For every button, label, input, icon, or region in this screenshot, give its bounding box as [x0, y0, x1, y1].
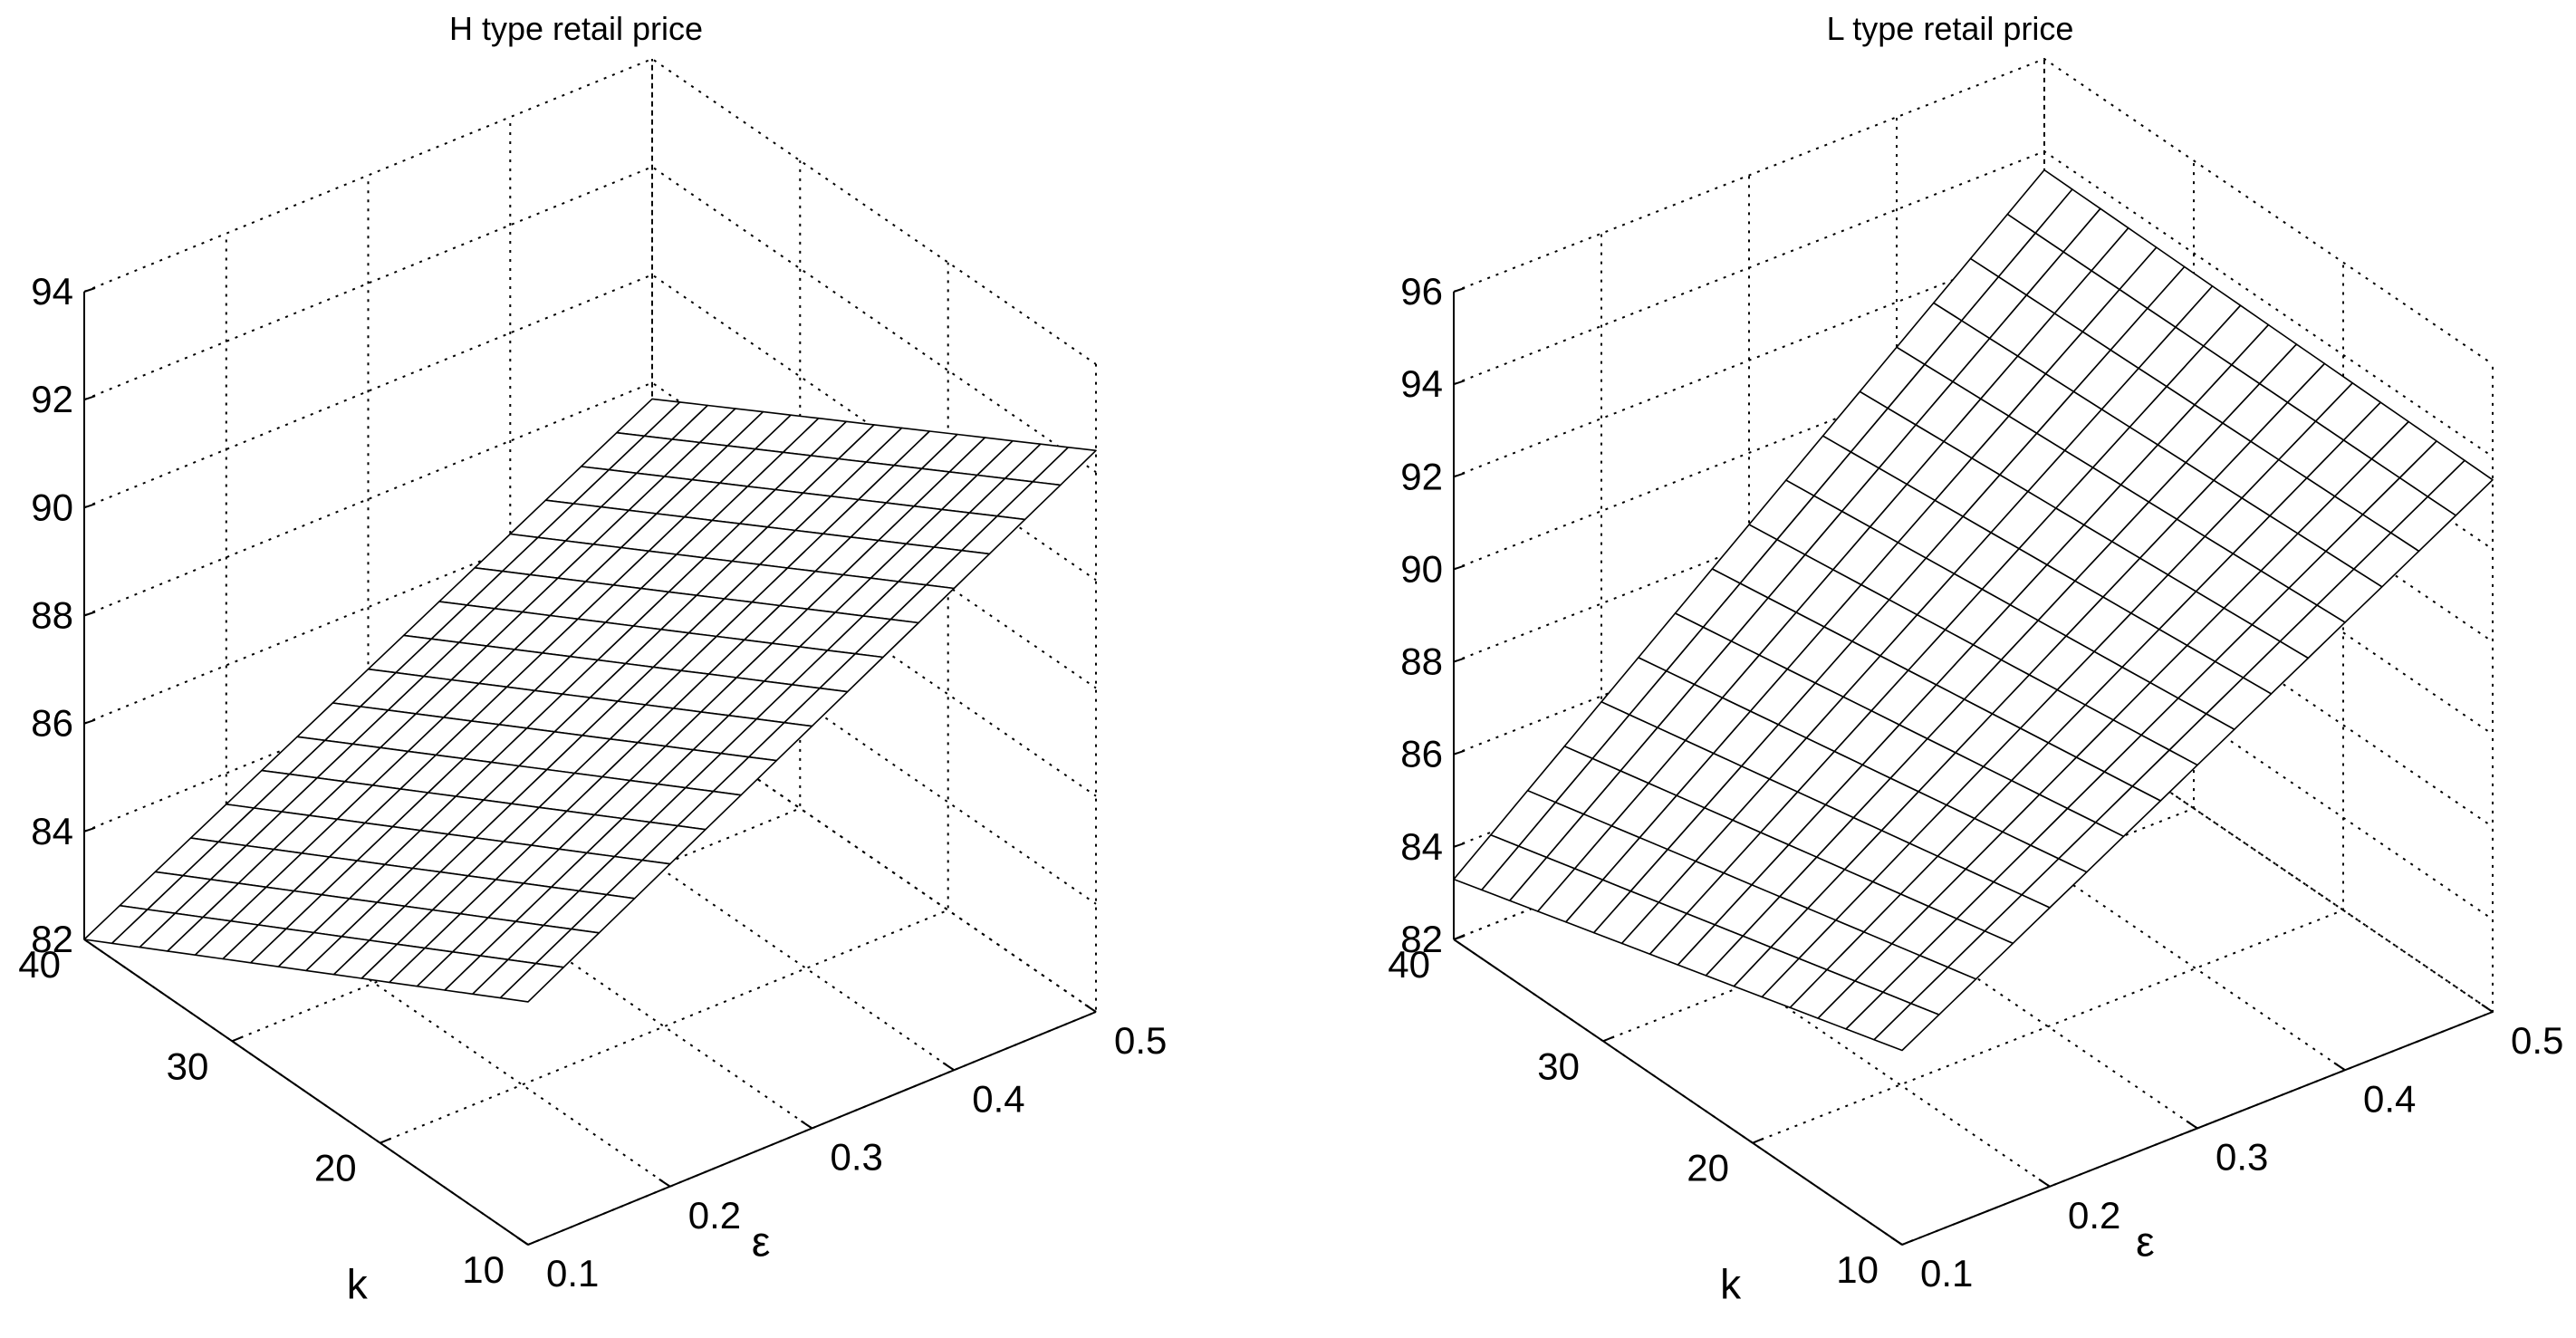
z-tick-label: 90	[31, 486, 73, 528]
eps-tick-mark	[658, 1178, 671, 1188]
k-tick-mark	[527, 1239, 540, 1246]
gridline	[1453, 57, 2494, 365]
eps-tick-label: 0.1	[546, 1252, 599, 1295]
eps-tick-mark	[2333, 1062, 2346, 1072]
k-axis-label: k	[1720, 1261, 1742, 1308]
z-tick-mark	[1453, 564, 1466, 571]
z-tick-label: 82	[31, 918, 73, 960]
z-tick-label: 88	[1400, 640, 1443, 683]
eps-tick-mark	[1084, 1004, 1097, 1013]
eps-tick-label: 0.3	[2216, 1136, 2268, 1179]
h-type-surface-plot: 82 84 86 88 90 92 94 10 20 30 40 0.1 0.2 0.3 0.4 0.5 k ε H…	[18, 10, 1167, 1308]
eps-axis-label: ε	[752, 1218, 771, 1265]
gridline	[509, 117, 955, 1072]
z-tick-mark	[1453, 842, 1466, 848]
eps-tick-label: 0.2	[688, 1194, 741, 1237]
gridline	[367, 175, 813, 1130]
z-tick-mark	[83, 826, 96, 833]
z-tick-label: 88	[31, 594, 73, 637]
k-tick-mark	[231, 1035, 244, 1043]
k-tick-label: 10	[462, 1248, 505, 1291]
eps-tick-mark	[2481, 1004, 2494, 1013]
z-tick-mark	[83, 395, 96, 401]
z-tick-label: 86	[1400, 733, 1443, 775]
l-type-surface-plot: 82 84 86 88 90 92 94 96 10 20 30 40 0.1 0.2 0.3 0.4 0.5 k…	[1388, 10, 2563, 1308]
eps-tick-label: 0.2	[2068, 1194, 2120, 1237]
k-tick-mark	[1901, 1239, 1914, 1246]
surface-patch	[1873, 1002, 1940, 1052]
surface-mesh	[83, 398, 1097, 1003]
eps-tick-mark	[516, 1237, 529, 1246]
eps-tick-label: 0.5	[1114, 1019, 1167, 1062]
z-tick-label: 96	[1400, 270, 1443, 313]
z-tick-label: 92	[31, 378, 73, 420]
z-tick-label: 90	[1400, 547, 1443, 590]
k-tick-mark	[1602, 1035, 1615, 1043]
k-tick-label: 40	[1388, 943, 1430, 986]
z-tick-label: 84	[31, 810, 73, 852]
eps-tick-label: 0.4	[2363, 1077, 2416, 1120]
eps-tick-label: 0.3	[831, 1136, 883, 1179]
k-tick-label: 20	[1687, 1147, 1729, 1189]
z-tick-mark	[83, 718, 96, 725]
z-tick-mark	[1453, 287, 1466, 293]
k-tick-mark	[380, 1137, 392, 1144]
z-tick-mark	[83, 611, 96, 617]
z-tick-mark	[1453, 472, 1466, 478]
eps-tick-mark	[2038, 1178, 2051, 1188]
z-tick-label: 94	[1400, 362, 1443, 405]
eps-tick-mark	[1890, 1237, 1903, 1246]
eps-tick-mark	[800, 1120, 813, 1130]
k-axis-line	[1453, 939, 1903, 1246]
gridline	[225, 233, 671, 1188]
eps-axis-label: ε	[2136, 1218, 2155, 1265]
surface-mesh	[1453, 168, 2494, 1052]
k-axis-label: k	[347, 1261, 369, 1308]
z-tick-mark	[83, 287, 96, 293]
z-tick-label: 94	[31, 270, 73, 313]
eps-tick-label: 0.4	[972, 1077, 1024, 1120]
eps-tick-label: 0.1	[1920, 1252, 1973, 1295]
gridline	[83, 57, 1097, 365]
chart-title: H type retail price	[449, 10, 703, 47]
k-tick-label: 20	[314, 1147, 357, 1189]
surface-patch	[499, 962, 565, 1003]
gridline	[1752, 262, 2344, 1144]
eps-tick-label: 0.5	[2511, 1019, 2563, 1062]
z-tick-label: 84	[1400, 825, 1443, 868]
k-tick-mark	[1453, 934, 1466, 940]
z-tick-mark	[1453, 380, 1466, 386]
k-tick-label: 40	[18, 943, 61, 986]
gridline	[651, 59, 1097, 1013]
z-tick-mark	[83, 503, 96, 509]
gridline	[83, 166, 1097, 474]
z-tick-label: 92	[1400, 455, 1443, 497]
gridline	[1602, 160, 2195, 1043]
z-tick-label: 86	[31, 702, 73, 745]
k-tick-label: 10	[1836, 1248, 1879, 1291]
k-tick-mark	[1752, 1137, 1764, 1144]
eps-tick-mark	[2186, 1120, 2198, 1130]
z-tick-label: 82	[1400, 918, 1443, 960]
k-tick-label: 30	[1537, 1044, 1580, 1087]
k-tick-label: 30	[167, 1044, 209, 1087]
z-tick-mark	[1453, 657, 1466, 663]
z-tick-mark	[1453, 749, 1466, 756]
chart-title: L type retail price	[1827, 10, 2074, 47]
eps-tick-mark	[942, 1062, 955, 1072]
k-axis-line	[83, 939, 529, 1246]
